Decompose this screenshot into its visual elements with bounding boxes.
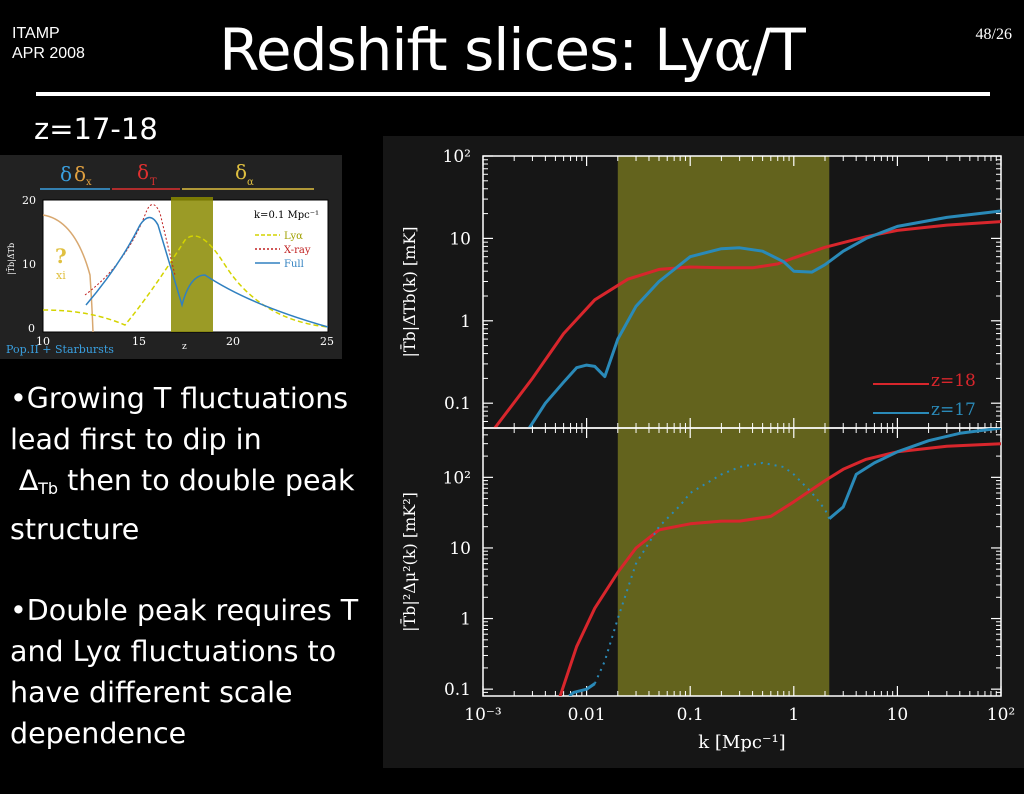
- panel-2-series-z17-dotted: [593, 461, 831, 685]
- panel-2-ytick-label: 10: [449, 539, 471, 559]
- panel-2-ytick-label: 1: [460, 610, 471, 630]
- xtick-label: 10²: [987, 705, 1015, 725]
- panel-1-ytick-label: 1: [460, 312, 471, 332]
- page-number: 48/26: [975, 26, 1012, 43]
- bullet-2: •Double peak requires T and Lyα fluctuat…: [10, 590, 382, 754]
- conference-name: ITAMP: [12, 25, 60, 42]
- conference-date: APR 2008: [12, 45, 85, 62]
- bullet-1-sub: Tb: [38, 479, 59, 498]
- panel-1-series-z17: [528, 209, 1001, 428]
- title-alpha: α: [713, 16, 753, 84]
- bullet-2-alpha: α: [102, 635, 122, 668]
- inset-xtick-25: 25: [320, 335, 334, 348]
- redshift-range-label: z=17-18: [34, 112, 158, 146]
- panel-2-series-z18: [558, 442, 1001, 696]
- panel-2-ylabel: |T̄b|²Δμ²(k) [mK²]: [398, 492, 419, 632]
- main-chart-svg: 0.1 1 10 10² |T̄b|Δ̄Tb(k) [mK] 0.1 1 10 10² |T̄b|…: [398, 147, 1015, 753]
- main-chart: 0.1 1 10 10² |T̄b|Δ̄Tb(k) [mK] 0.1 1 10 10² |T̄b|…: [383, 136, 1024, 768]
- highlight-band: [617, 156, 830, 696]
- slide-title: Redshift slices: Lyα/T: [0, 16, 1024, 84]
- inset-label-deltax: δ: [74, 162, 86, 186]
- panel-2-ytick-label: 10²: [443, 468, 471, 488]
- conference-label: ITAMP APR 2008: [12, 24, 85, 64]
- inset-xtick-10: 10: [36, 335, 50, 348]
- inset-curve-lya: [42, 235, 329, 328]
- inset-band: [171, 197, 213, 332]
- bullet-list: •Growing T fluctuations lead first to di…: [10, 378, 382, 794]
- inset-xtick-20: 20: [226, 335, 240, 348]
- inset-curve-xi: [42, 214, 94, 333]
- xtick-label: 10: [887, 705, 909, 725]
- xtick-label: 0.01: [568, 705, 606, 725]
- bullet-2-part1: •Double peak requires T and Ly: [10, 594, 359, 668]
- xtick-label: 0.1: [677, 705, 704, 725]
- inset-label-x-sub: x: [86, 177, 92, 188]
- inset-legend-full: Full: [284, 259, 304, 270]
- inset-label-deltaalpha: δ: [235, 160, 247, 184]
- panel-1-ylabel: |T̄b|Δ̄Tb(k) [mK]: [398, 226, 419, 357]
- inset-label-deltaT: δ: [137, 160, 149, 184]
- inset-question-mark: ?: [55, 244, 67, 268]
- inset-ytick-20: 20: [22, 194, 36, 207]
- inset-label-T-sub: T: [150, 177, 157, 188]
- panel-1-ytick-label: 10: [449, 229, 471, 249]
- bullet-1-line1: •Growing T fluctuations lead first to di…: [10, 382, 349, 456]
- xtick-label: 10⁻³: [464, 705, 501, 725]
- bullet-1-delta: ∆: [19, 464, 39, 497]
- inset-legend-xray: X-ray: [284, 245, 311, 256]
- title-suffix: /T: [751, 16, 806, 84]
- title-underline: [36, 92, 990, 96]
- inset-figure: δ δ x δ T δ α k=0.1 Mpc⁻¹ Lyα X-ray Full…: [0, 155, 342, 359]
- inset-label-alpha-sub: α: [247, 177, 254, 188]
- inset-legend-lya: Lyα: [284, 231, 303, 242]
- panel-1-ytick-label: 0.1: [444, 394, 471, 414]
- legend-z18-label: z=18: [931, 371, 976, 391]
- bullet-2-part2: fluctuations to have different scale dep…: [10, 635, 337, 750]
- inset-svg: δ δ x δ T δ α k=0.1 Mpc⁻¹ Lyα X-ray Full…: [6, 160, 334, 356]
- legend-z17-label: z=17: [931, 400, 976, 420]
- inset-xtick-15: 15: [132, 335, 146, 348]
- inset-curve-full: [85, 216, 329, 328]
- title-prefix: Redshift slices: Ly: [219, 16, 714, 84]
- inset-ylabel: |T̄b|Δ̄Tb: [7, 243, 16, 275]
- inset-kval: k=0.1 Mpc⁻¹: [254, 210, 319, 221]
- inset-ytick-0: 0: [28, 322, 35, 335]
- inset-footer: Pop.II + Starbursts: [6, 343, 114, 356]
- bullet-1-line2: then to double peak structure: [10, 464, 355, 546]
- xtick-label: 1: [788, 705, 799, 725]
- inset-xlabel: z: [182, 342, 187, 352]
- bullet-1: •Growing T fluctuations lead first to di…: [10, 378, 382, 550]
- panel-1-ytick-label: 10²: [443, 147, 471, 167]
- inset-label-delta: δ: [60, 162, 72, 186]
- inset-ytick-10: 10: [22, 258, 36, 271]
- inset-xi-label: xi: [56, 269, 66, 282]
- panel-2-series-z17: [568, 428, 1001, 696]
- x-axis-label: k [Mpc⁻¹]: [698, 732, 785, 753]
- panel-2-frame: [482, 427, 1002, 697]
- panel-2-ytick-label: 0.1: [444, 680, 471, 700]
